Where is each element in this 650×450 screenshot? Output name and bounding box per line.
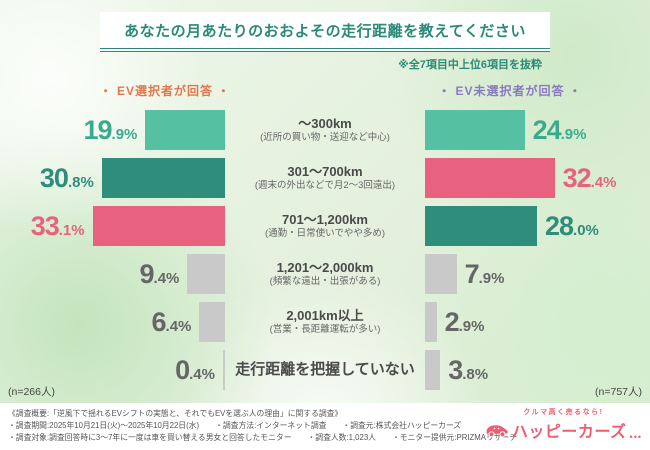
right-bar — [425, 350, 441, 390]
right-sample-size: (n=757人) — [595, 386, 642, 398]
right-value-label: 3.8% — [448, 354, 489, 385]
right-series-cell: 3.8% — [425, 350, 650, 390]
survey-detail-item: ・モニター提供元:PRIZMAリサーチ — [391, 433, 518, 443]
right-series-cell: 7.9% — [425, 254, 650, 294]
chart-row: 33.1% 701～1,200km (通勤・日常使いでやや多め) 28.0% — [0, 202, 650, 250]
category-label: 701～1,200km — [281, 212, 368, 228]
category-label: 1,201～2,000km — [276, 260, 374, 276]
survey-detail-item: ・調査期間:2025年10月21日(火)～2025年10月22日(水) — [8, 421, 200, 431]
left-value-label: 0.4% — [175, 354, 215, 385]
right-bar — [425, 110, 525, 150]
chart-row: 0.4% 走行距離を把握していない 3.8% — [0, 346, 650, 394]
category-label: ～300km — [298, 116, 352, 132]
survey-detail-item: ・調査元:株式会社ハッピーカーズ — [342, 421, 462, 431]
category-sublabel: (週末の外出などで月2～3回遠出) — [254, 179, 396, 191]
left-series-cell: 33.1% — [0, 206, 225, 246]
survey-detail-line: ・調査期間:2025年10月21日(火)～2025年10月22日(水) ・調査方法… — [8, 420, 520, 432]
chart-row: 30.8% 301～700km (週末の外出などで月2～3回遠出) 32.4% — [0, 154, 650, 202]
right-series-cell: 2.9% — [425, 302, 650, 342]
right-bar — [425, 302, 437, 342]
right-value-label: 32.4% — [562, 162, 617, 193]
category-sublabel: (通勤・日常使いでやや多め) — [264, 227, 386, 239]
note-text: ※全7項目中上位6項目を抜粋 — [398, 59, 542, 71]
category-cell: ～300km (近所の買い物・送迎など中心) — [225, 116, 425, 143]
left-bar — [92, 206, 225, 246]
survey-detail-line: ・調査対象:調査回答時に3～7年に一度は車を買い替える男女と回答したモニター ・調… — [8, 432, 520, 444]
category-cell: 1,201～2,000km (頻繁な遠出・出張がある) — [225, 260, 425, 287]
butterfly-chart: 19.9% ～300km (近所の買い物・送迎など中心) 24.9% 30.8% 301～… — [0, 106, 650, 394]
left-value-label: 33.1% — [30, 210, 85, 241]
left-sample-size: (n=266人) — [8, 386, 55, 398]
logo-dots: ••• — [629, 432, 642, 442]
left-series-cell: 9.4% — [0, 254, 225, 294]
left-series-cell: 30.8% — [0, 158, 225, 198]
category-cell: 2,001km以上 (営業・長距離運転が多い) — [225, 308, 425, 335]
category-sublabel: (頻繁な遠出・出張がある) — [269, 275, 381, 287]
right-value-label: 24.9% — [532, 114, 587, 145]
left-bar — [187, 254, 225, 294]
category-label: 走行距離を把握していない — [235, 361, 415, 378]
survey-detail-item: ・調査人数:1,023人 — [307, 433, 376, 443]
logo-tagline: クルマ高く売るなら! — [523, 409, 604, 416]
right-bar — [425, 206, 537, 246]
left-value-label: 6.4% — [151, 306, 192, 337]
page-title: あなたの月あたりのおおよその走行距離を教えてください — [124, 23, 526, 40]
left-value-label: 9.4% — [139, 258, 180, 289]
title-box: あなたの月あたりのおおよその走行距離を教えてください — [100, 12, 550, 52]
chart-row: 9.4% 1,201～2,000km (頻繁な遠出・出張がある) 7.9% — [0, 250, 650, 298]
logo-row: ハッピーカーズ ••• — [485, 418, 642, 442]
right-value-label: 7.9% — [464, 258, 505, 289]
chart-row: 6.4% 2,001km以上 (営業・長距離運転が多い) 2.9% — [0, 298, 650, 346]
survey-footer: 《調査概要:「逆風下で揺れるEVシフトの実態と、それでもEVを選ぶ人の理由」に関… — [0, 403, 650, 450]
right-value-label: 2.9% — [444, 306, 485, 337]
category-sublabel: (近所の買い物・送迎など中心) — [260, 131, 390, 143]
right-group-header: ・ EV未選択者が回答 ・ — [438, 84, 582, 98]
left-bar — [199, 302, 225, 342]
left-group-header: ・ EV選択者が回答 ・ — [99, 84, 231, 98]
left-bar — [223, 350, 225, 390]
left-bar — [145, 110, 225, 150]
left-value-label: 30.8% — [39, 162, 94, 193]
car-icon — [486, 425, 508, 438]
right-bar — [425, 158, 555, 198]
right-series-cell: 28.0% — [425, 206, 650, 246]
survey-detail-line: 《調査概要:「逆風下で揺れるEVシフトの実態と、それでもEVを選ぶ人の理由」に関… — [8, 408, 520, 420]
category-label: 2,001km以上 — [286, 308, 364, 324]
category-sublabel: (営業・長距離運転が多い) — [269, 323, 381, 335]
left-series-cell: 0.4% — [0, 350, 225, 390]
logo-name: ハッピーカーズ — [511, 424, 627, 441]
survey-detail-item: 《調査概要:「逆風下で揺れるEVシフトの実態と、それでもEVを選ぶ人の理由」に関… — [8, 409, 343, 418]
category-cell: 走行距離を把握していない — [225, 361, 425, 379]
left-series-cell: 6.4% — [0, 302, 225, 342]
right-series-cell: 32.4% — [425, 158, 650, 198]
category-cell: 701～1,200km (通勤・日常使いでやや多め) — [225, 212, 425, 239]
happycars-logo: クルマ高く売るなら! ハッピーカーズ ••• — [485, 407, 642, 442]
category-cell: 301～700km (週末の外出などで月2～3回遠出) — [225, 164, 425, 191]
survey-detail-item: ・調査対象:調査回答時に3～7年に一度は車を買い替える男女と回答したモニター — [8, 433, 292, 443]
right-bar — [425, 254, 457, 294]
survey-detail-item: ・調査方法:インターネット調査 — [215, 421, 327, 431]
survey-details: 《調査概要:「逆風下で揺れるEVシフトの実態と、それでもEVを選ぶ人の理由」に関… — [8, 408, 520, 444]
left-value-label: 19.9% — [83, 114, 138, 145]
right-series-cell: 24.9% — [425, 110, 650, 150]
left-series-cell: 19.9% — [0, 110, 225, 150]
right-value-label: 28.0% — [545, 210, 599, 241]
category-label: 301～700km — [287, 164, 363, 180]
chart-row: 19.9% ～300km (近所の買い物・送迎など中心) 24.9% — [0, 106, 650, 154]
left-bar — [101, 158, 225, 198]
